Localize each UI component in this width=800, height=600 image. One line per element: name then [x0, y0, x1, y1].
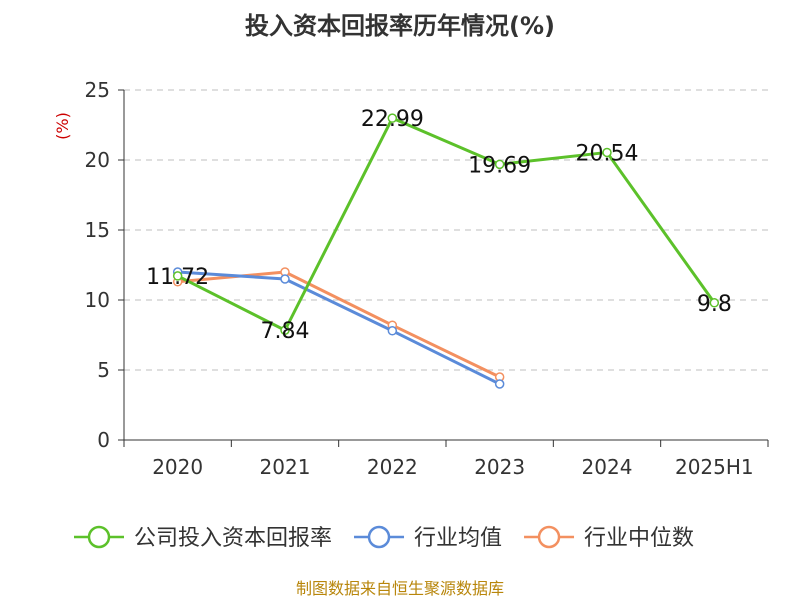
- y-tick-label: 15: [85, 218, 110, 242]
- data-point: [494, 159, 505, 170]
- series-line: [176, 116, 716, 332]
- x-tick-label: 2025H1: [675, 455, 754, 479]
- data-point: [172, 271, 183, 281]
- legend-swatch-marker: [537, 525, 561, 549]
- data-label: 9.8: [697, 292, 732, 317]
- grid-lines: [124, 89, 768, 371]
- y-tick-label: 0: [97, 428, 110, 452]
- legend-label: 行业均值: [414, 526, 502, 551]
- data-point: [387, 326, 398, 336]
- axes: 0 5 10 15 20 25 2020 2021 2022 2023 2024 2025H1: [85, 78, 769, 479]
- data-point: [280, 274, 290, 284]
- data-point: [494, 379, 505, 389]
- data-point: [387, 113, 398, 123]
- data-point: [280, 325, 290, 335]
- data-point: [709, 298, 720, 308]
- y-tick-label: 20: [85, 148, 110, 172]
- data-label: 19.69: [468, 153, 531, 178]
- legend: 公司投入资本回报率 行业均值 行业中位数: [74, 525, 694, 551]
- x-tick-label: 2022: [367, 455, 418, 479]
- source-note: 制图数据来自恒生聚源数据库: [296, 579, 504, 598]
- x-tick-label: 2020: [152, 455, 203, 479]
- y-tick-label: 5: [97, 358, 110, 382]
- chart-title: 投入资本回报率历年情况(%): [245, 12, 555, 40]
- x-tick-label: 2024: [582, 455, 633, 479]
- legend-label: 行业中位数: [584, 526, 694, 551]
- x-tick-label: 2021: [260, 455, 311, 479]
- series-layer: [172, 113, 720, 389]
- legend-label: 公司投入资本回报率: [134, 526, 332, 551]
- data-label: 20.54: [576, 141, 639, 166]
- data-labels-layer: 11.72 7.84 22.99 19.69 20.54 9.8: [146, 107, 732, 344]
- data-label: 22.99: [361, 107, 424, 132]
- legend-swatch-marker: [87, 525, 111, 549]
- data-label: 11.72: [146, 265, 209, 290]
- y-axis-unit: (%): [53, 112, 72, 140]
- x-tick-label: 2023: [474, 455, 525, 479]
- legend-swatch-marker: [367, 525, 391, 549]
- data-point: [602, 147, 612, 158]
- series-line: [176, 270, 502, 386]
- data-label: 7.84: [261, 319, 310, 344]
- y-tick-label: 25: [85, 78, 110, 102]
- y-tick-label: 10: [85, 288, 110, 312]
